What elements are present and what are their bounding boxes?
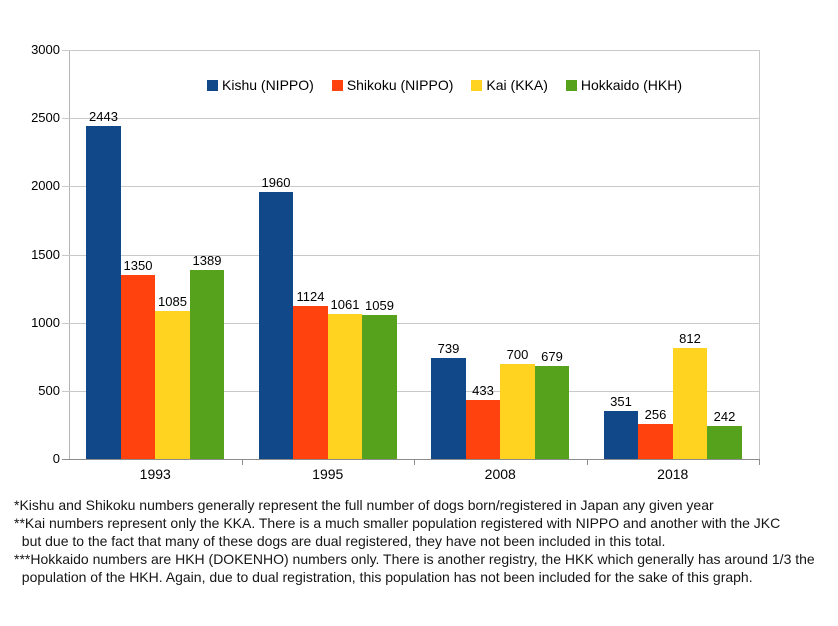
footnote-line-1: *Kishu and Shikoku numbers generally rep… bbox=[14, 497, 714, 513]
bar-kai-1993 bbox=[155, 311, 190, 459]
gridline-1000 bbox=[62, 322, 759, 324]
bar-shikoku-2008 bbox=[465, 399, 501, 459]
bar-shikoku-1995 bbox=[293, 305, 328, 459]
y-axis-label-2500: 2500 bbox=[31, 110, 60, 126]
gridline-2000 bbox=[62, 186, 759, 188]
bar-kishu-1995 bbox=[258, 191, 294, 459]
plot-area: 2443 1350 1085 1389 1960 1124 1061 1059 739 433 70… bbox=[62, 50, 759, 459]
legend-swatch-kishu bbox=[207, 79, 218, 91]
legend-swatch-hokkaido bbox=[565, 79, 577, 91]
bar-value-kai-2018: 812 bbox=[679, 331, 701, 347]
bar-hokkaido-1993 bbox=[189, 269, 225, 459]
legend-item-kai: Kai (KKA) bbox=[471, 77, 548, 93]
gridline-2500 bbox=[62, 118, 759, 120]
footnote-line-5: population of the HKH. Again, due to dua… bbox=[14, 569, 753, 585]
x-axis-line bbox=[62, 459, 759, 460]
bar-shikoku-1993 bbox=[120, 274, 156, 459]
footnote-line-2: **Kai numbers represent only the KKA. Th… bbox=[14, 515, 781, 531]
bar-value-kishu-2008: 739 bbox=[437, 341, 460, 357]
bar-chart: 2443 1350 1085 1389 1960 1124 1061 1059 739 433 70… bbox=[31, 42, 760, 482]
bar-value-kai-2008: 700 bbox=[506, 346, 529, 362]
gridline-3000 bbox=[62, 50, 759, 51]
legend-swatch-shikoku bbox=[331, 79, 343, 91]
bar-kai-2008 bbox=[500, 363, 535, 459]
chart-legend: Kishu (NIPPO) Shikoku (NIPPO) Kai (KKA) … bbox=[207, 77, 682, 93]
y-axis-label-1500: 1500 bbox=[31, 246, 60, 262]
bar-value-kishu-1995: 1960 bbox=[261, 174, 291, 190]
legend-swatch-kai bbox=[471, 79, 483, 91]
legend-item-kishu: Kishu (NIPPO) bbox=[207, 77, 314, 93]
gridline-500 bbox=[62, 390, 759, 392]
x-axis-label-2008: 2008 bbox=[484, 466, 516, 482]
y-axis-label-1000: 1000 bbox=[31, 314, 60, 330]
legend-label-shikoku: Shikoku (NIPPO) bbox=[346, 77, 454, 93]
bar-shikoku-2018 bbox=[638, 424, 673, 459]
bar-kishu-1993 bbox=[86, 125, 121, 459]
gridline-1500 bbox=[62, 254, 759, 256]
bar-value-shikoku-1993: 1350 bbox=[123, 257, 153, 273]
bar-value-kishu-2018: 351 bbox=[610, 394, 632, 410]
x-axis-tick-1 bbox=[241, 459, 243, 465]
bar-value-hokkaido-2018: 242 bbox=[713, 409, 736, 425]
bar-kishu-2018 bbox=[603, 411, 639, 459]
legend-label-kai: Kai (KKA) bbox=[486, 77, 548, 93]
x-axis-tick-2 bbox=[414, 459, 415, 465]
bar-value-shikoku-2018: 256 bbox=[644, 407, 667, 423]
legend-item-hokkaido: Hokkaido (HKH) bbox=[565, 77, 683, 93]
plot-right-border bbox=[759, 50, 760, 459]
legend-label-kishu: Kishu (NIPPO) bbox=[222, 77, 314, 93]
bar-value-hokkaido-1995: 1059 bbox=[365, 297, 394, 313]
bar-kishu-2008 bbox=[431, 358, 466, 459]
y-axis-label-2000: 2000 bbox=[31, 178, 60, 194]
bar-kai-2018 bbox=[672, 348, 708, 459]
legend-item-shikoku: Shikoku (NIPPO) bbox=[331, 77, 454, 93]
bar-value-kai-1995: 1061 bbox=[330, 297, 360, 313]
bar-hokkaido-2018 bbox=[707, 426, 742, 459]
y-axis-label-0: 0 bbox=[52, 451, 60, 466]
footnotes: *Kishu and Shikoku numbers generally rep… bbox=[14, 496, 834, 586]
x-axis-label-1993: 1993 bbox=[139, 466, 171, 482]
bar-value-kishu-1993: 2443 bbox=[89, 108, 118, 124]
y-axis-label-3000: 3000 bbox=[31, 42, 60, 57]
legend-label-hokkaido: Hokkaido (HKH) bbox=[580, 77, 683, 93]
bar-value-hokkaido-1993: 1389 bbox=[192, 252, 222, 268]
y-axis-label-500: 500 bbox=[38, 382, 60, 398]
x-axis-tick-3 bbox=[586, 459, 588, 465]
bar-hokkaido-2008 bbox=[534, 366, 570, 459]
bar-value-shikoku-2008: 433 bbox=[472, 382, 494, 398]
bar-hokkaido-1995 bbox=[362, 314, 397, 459]
footnote-line-3: but due to the fact that many of these d… bbox=[14, 533, 666, 549]
bar-value-shikoku-1995: 1124 bbox=[296, 288, 325, 304]
bar-kai-1995 bbox=[327, 314, 363, 459]
bar-value-hokkaido-2008: 679 bbox=[541, 349, 563, 365]
footnote-line-4: ***Hokkaido numbers are HKH (DOKENHO) nu… bbox=[14, 551, 815, 567]
x-axis-label-2018: 2018 bbox=[657, 466, 689, 482]
x-axis-tick-4 bbox=[759, 459, 760, 465]
x-axis-label-1995: 1995 bbox=[312, 466, 344, 482]
bar-value-kai-1993: 1085 bbox=[158, 294, 187, 310]
